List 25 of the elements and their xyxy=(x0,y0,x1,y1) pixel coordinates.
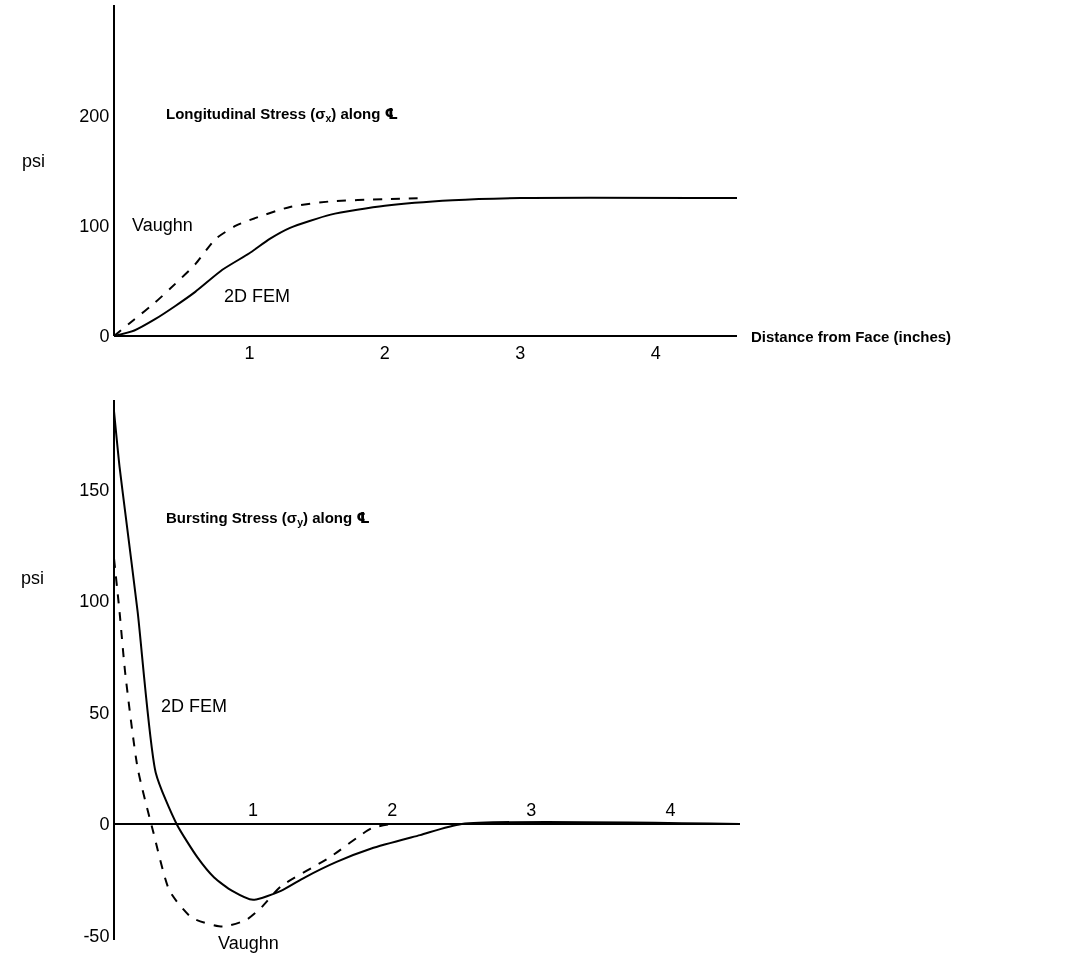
x-tick-label: 2 xyxy=(379,342,390,363)
y-axis-title: psi xyxy=(21,568,45,588)
y-tick-label: 50 xyxy=(89,702,110,723)
text: Bursting Stress (σ$_{y}$) along ℄ xyxy=(166,509,370,529)
x-tick-label: 1 xyxy=(248,799,259,820)
y-tick-label: 0 xyxy=(99,326,110,347)
y-axis-title: psi xyxy=(22,151,46,171)
y-tick-label: 150 xyxy=(79,479,110,500)
y-tick-label: 100 xyxy=(79,215,110,236)
y-tick-label: 100 xyxy=(79,591,110,612)
y-tick-label: -50 xyxy=(83,925,110,946)
x-tick-label: 3 xyxy=(515,342,526,363)
text: Longitudinal Stress (σ$_{x}$) along ℄ xyxy=(166,105,399,125)
x-axis-title: Distance from Face (inches) xyxy=(751,328,952,345)
series-label: 2D FEM xyxy=(161,696,228,716)
y-tick-label: 200 xyxy=(79,105,110,126)
y-tick-label: 0 xyxy=(99,814,110,835)
x-tick-label: 3 xyxy=(526,799,537,820)
series-label: 2D FEM xyxy=(224,286,291,306)
series-label: Vaughn xyxy=(132,215,193,235)
series-label: Vaughn xyxy=(218,933,279,953)
x-tick-label: 4 xyxy=(665,799,676,820)
x-tick-label: 1 xyxy=(244,342,255,363)
x-tick-label: 2 xyxy=(387,799,398,820)
x-tick-label: 4 xyxy=(650,342,661,363)
